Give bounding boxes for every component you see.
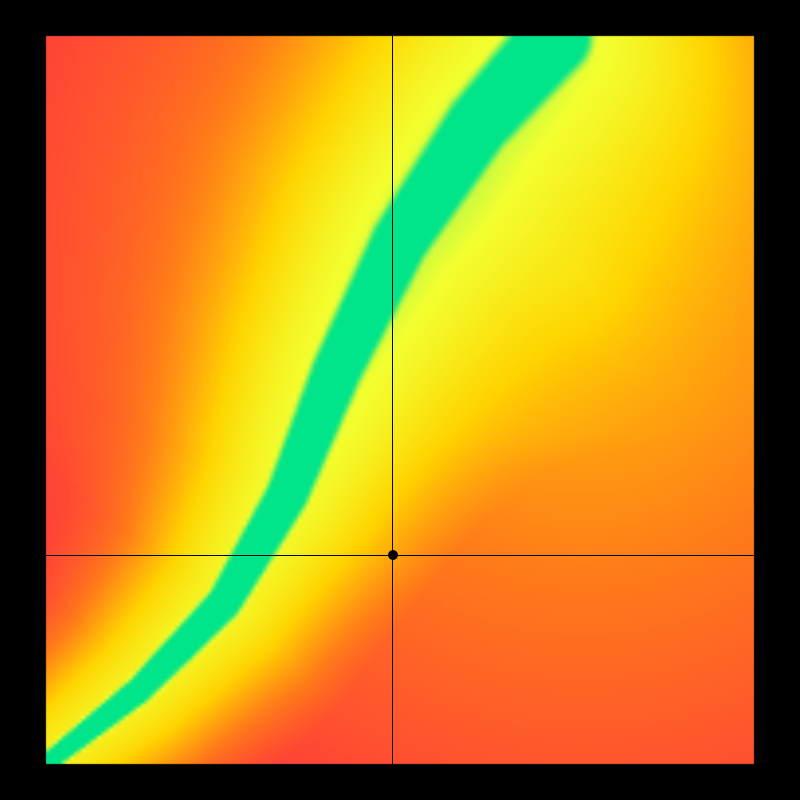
heatmap-canvas bbox=[0, 0, 800, 800]
chart-container: TheBottleneck.com bbox=[0, 0, 800, 800]
plot-frame bbox=[0, 0, 800, 800]
marker-dot bbox=[388, 550, 398, 560]
crosshair-vertical bbox=[392, 36, 393, 764]
crosshair-horizontal bbox=[46, 555, 754, 556]
